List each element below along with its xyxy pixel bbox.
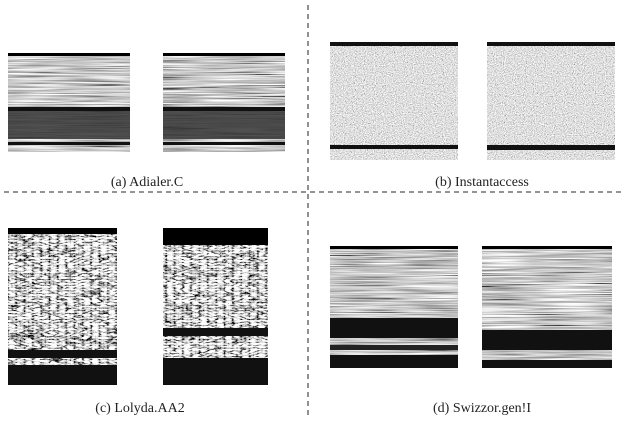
- caption: (c) Lolyda.AA2: [95, 401, 184, 416]
- figure: (a) Adialer.C (b) Instantaccess (c) Loly…: [0, 0, 625, 423]
- caption: (b) Instantaccess: [435, 175, 529, 190]
- caption: (d) Swizzor.gen!I: [433, 401, 531, 416]
- caption: (a) Adialer.C: [111, 175, 183, 190]
- malware-image: [330, 246, 458, 368]
- malware-image: [8, 228, 117, 385]
- malware-image: [487, 42, 615, 160]
- malware-image: [330, 42, 458, 160]
- malware-image: [163, 228, 268, 385]
- malware-image: [482, 246, 612, 368]
- malware-image: [8, 53, 130, 152]
- malware-image: [163, 53, 285, 152]
